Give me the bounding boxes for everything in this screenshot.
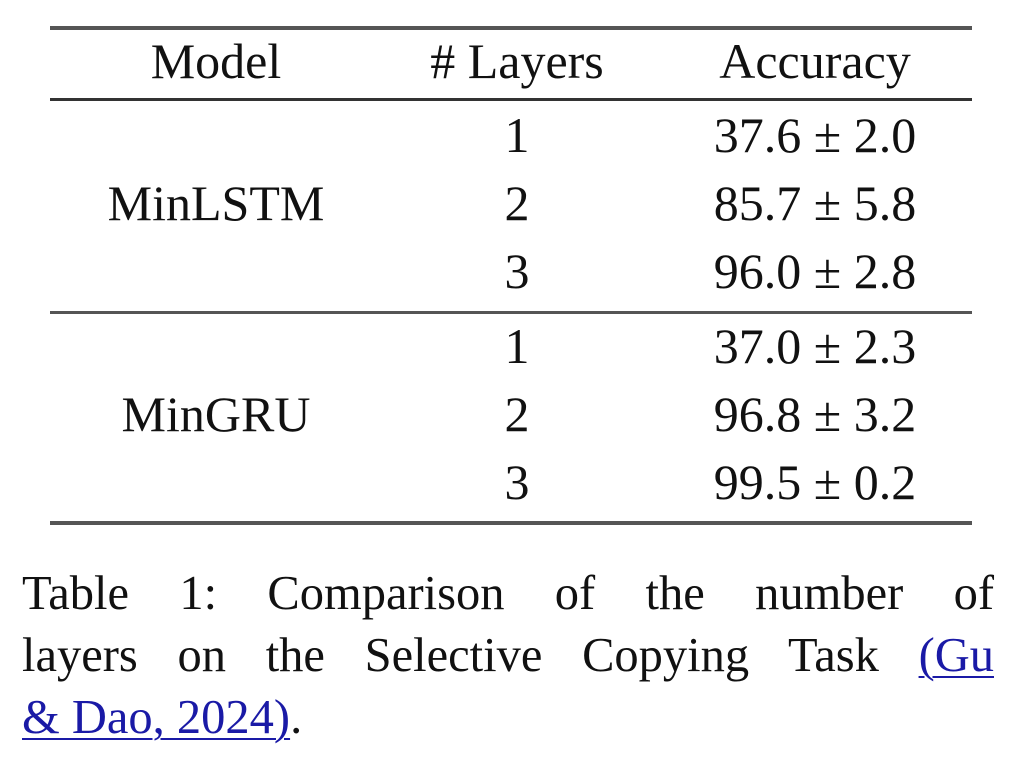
table-top-rule [50,26,972,30]
caption-line-1: Table 1: Comparison of the number of [22,567,994,620]
caption-line-3: & Dao, 2024). [22,687,994,749]
table-header-rule [50,98,972,101]
table-group-rule [50,311,972,314]
caption-period: . [290,691,303,744]
caption-text: layers on the Selective Copying Task [22,629,919,682]
table-cell-layers: 1 [504,318,530,374]
header-model: Model [150,33,282,89]
table-cell-layers: 1 [504,107,530,163]
table-cell-accuracy: 37.0 ± 2.3 [713,318,917,374]
table-cell-accuracy: 99.5 ± 0.2 [713,454,917,510]
caption-line-2: layers on the Selective Copying Task (Gu [22,625,994,687]
model-name-mingru: MinGRU [121,386,311,442]
model-name-minlstm: MinLSTM [107,175,325,231]
table-cell-accuracy: 85.7 ± 5.8 [713,175,917,231]
citation-link[interactable]: & Dao, 2024) [22,691,291,744]
header-layers: # Layers [430,33,604,89]
table-cell-accuracy: 96.0 ± 2.8 [713,243,917,299]
table-caption: Table 1: Comparison of the number of lay… [22,563,994,749]
table-cell-accuracy: 96.8 ± 3.2 [713,386,917,442]
table-bottom-rule [50,521,972,525]
citation-link[interactable]: (Gu [918,629,994,682]
table-cell-layers: 2 [504,386,530,442]
table-cell-layers: 3 [504,243,530,299]
table-cell-layers: 2 [504,175,530,231]
table-cell-layers: 3 [504,454,530,510]
header-accuracy: Accuracy [719,33,911,89]
table-cell-accuracy: 37.6 ± 2.0 [713,107,917,163]
